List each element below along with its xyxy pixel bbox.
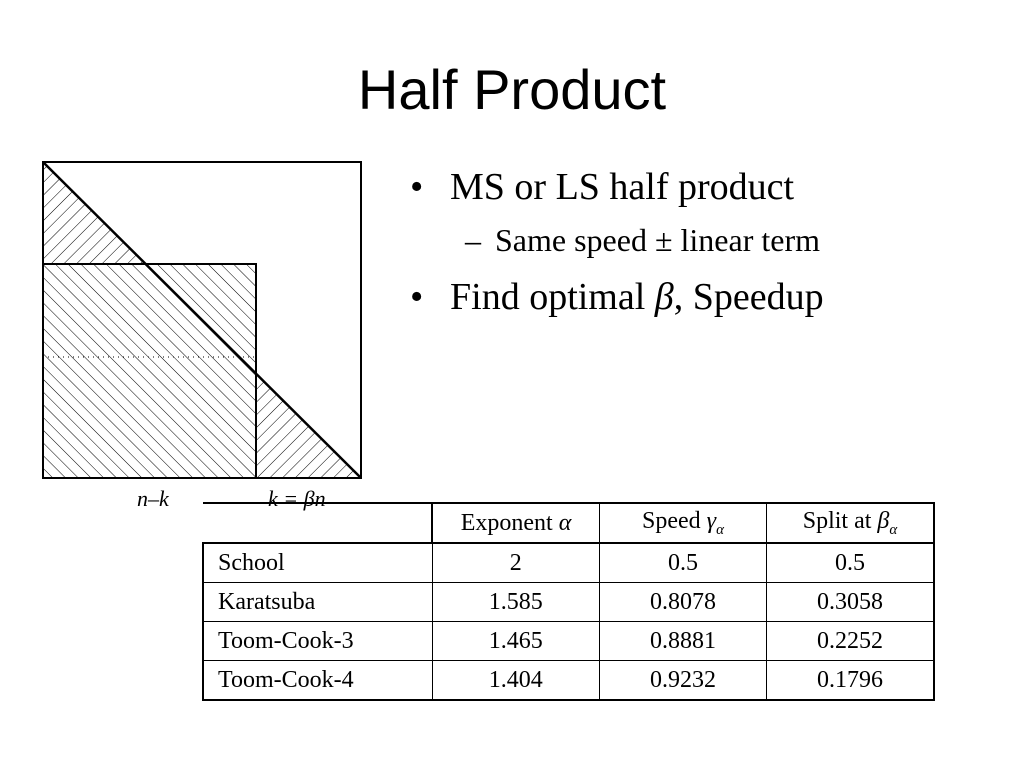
label-n-minus-k: n–k bbox=[137, 486, 169, 511]
cell-exponent: 1.465 bbox=[431, 621, 600, 661]
full-product-square bbox=[42, 263, 257, 479]
cell-exponent: 1.404 bbox=[431, 660, 600, 701]
table-row: Karatsuba 1.585 0.8078 0.3058 bbox=[202, 582, 935, 622]
row-name: Toom-Cook-3 bbox=[202, 621, 433, 661]
table-row: School 2 0.5 0.5 bbox=[202, 542, 935, 583]
cell-speed: 0.5 bbox=[599, 542, 767, 583]
bullet-item-2: • Find optimal β, Speedup bbox=[410, 276, 824, 318]
table-corner bbox=[203, 502, 432, 544]
bullet-item-1: • MS or LS half product bbox=[410, 166, 795, 208]
algorithm-table: Exponent α Speed γα Split at βα School 2… bbox=[202, 502, 935, 701]
table-row: Toom-Cook-3 1.465 0.8881 0.2252 bbox=[202, 621, 935, 661]
cell-speed: 0.8078 bbox=[599, 582, 767, 622]
header-exponent: Exponent α bbox=[431, 502, 600, 544]
cell-split: 0.3058 bbox=[766, 582, 935, 622]
cell-exponent: 1.585 bbox=[431, 582, 600, 622]
header-speed: Speed γα bbox=[599, 502, 767, 544]
cell-speed: 0.9232 bbox=[599, 660, 767, 701]
bullet-text: MS or LS half product bbox=[450, 166, 795, 208]
diagonal-line bbox=[42, 161, 362, 479]
cell-split: 0.2252 bbox=[766, 621, 935, 661]
bullet-text-suffix: , Speedup bbox=[673, 276, 824, 318]
beta-symbol: β bbox=[654, 276, 674, 318]
half-product-diagram bbox=[42, 161, 362, 479]
sub-bullet-text: Same speed ± linear term bbox=[495, 222, 820, 258]
bullet-list: • MS or LS half product – Same speed ± lin… bbox=[410, 168, 824, 316]
cell-split: 0.1796 bbox=[766, 660, 935, 701]
header-split: Split at βα bbox=[766, 502, 935, 544]
cell-split: 0.5 bbox=[766, 542, 935, 583]
row-name: School bbox=[202, 542, 433, 583]
cell-exponent: 2 bbox=[431, 542, 600, 583]
slide-title: Half Product bbox=[357, 58, 667, 121]
cell-speed: 0.8881 bbox=[599, 621, 767, 661]
row-name: Karatsuba bbox=[202, 582, 433, 622]
bullet-text-prefix: Find optimal bbox=[450, 276, 655, 318]
row-name: Toom-Cook-4 bbox=[202, 660, 433, 701]
table-row: Toom-Cook-4 1.404 0.9232 0.1796 bbox=[202, 660, 935, 701]
table-header-row: Exponent α Speed γα Split at βα bbox=[203, 502, 935, 544]
sub-bullet-item-1: – Same speed ± linear term bbox=[465, 222, 820, 258]
